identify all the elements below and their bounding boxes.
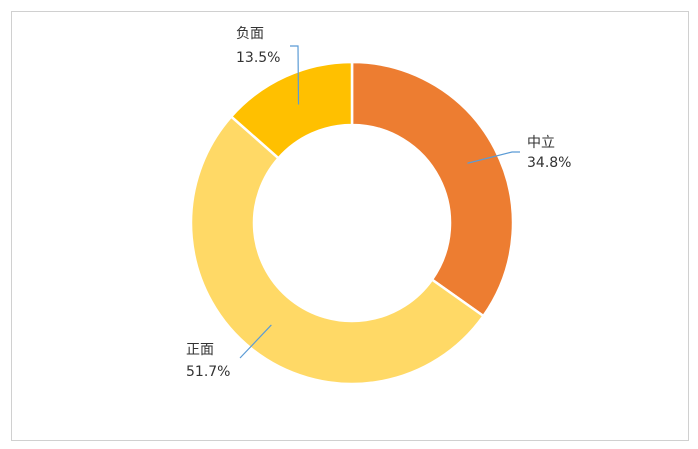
- slice-label: 负面: [236, 26, 264, 42]
- leader-line: [239, 324, 272, 359]
- slice-value-label: 51.7%: [186, 364, 230, 380]
- slice-value-label: 13.5%: [236, 50, 280, 66]
- slice-label: 正面: [186, 342, 214, 358]
- leader-line: [467, 151, 520, 164]
- leader-line: [290, 45, 300, 105]
- donut-slice: [229, 60, 354, 160]
- slice-value-label: 34.8%: [527, 155, 571, 171]
- donut-slice: [350, 60, 515, 318]
- slice-label: 中立: [527, 135, 555, 151]
- donut-slice: [189, 114, 486, 386]
